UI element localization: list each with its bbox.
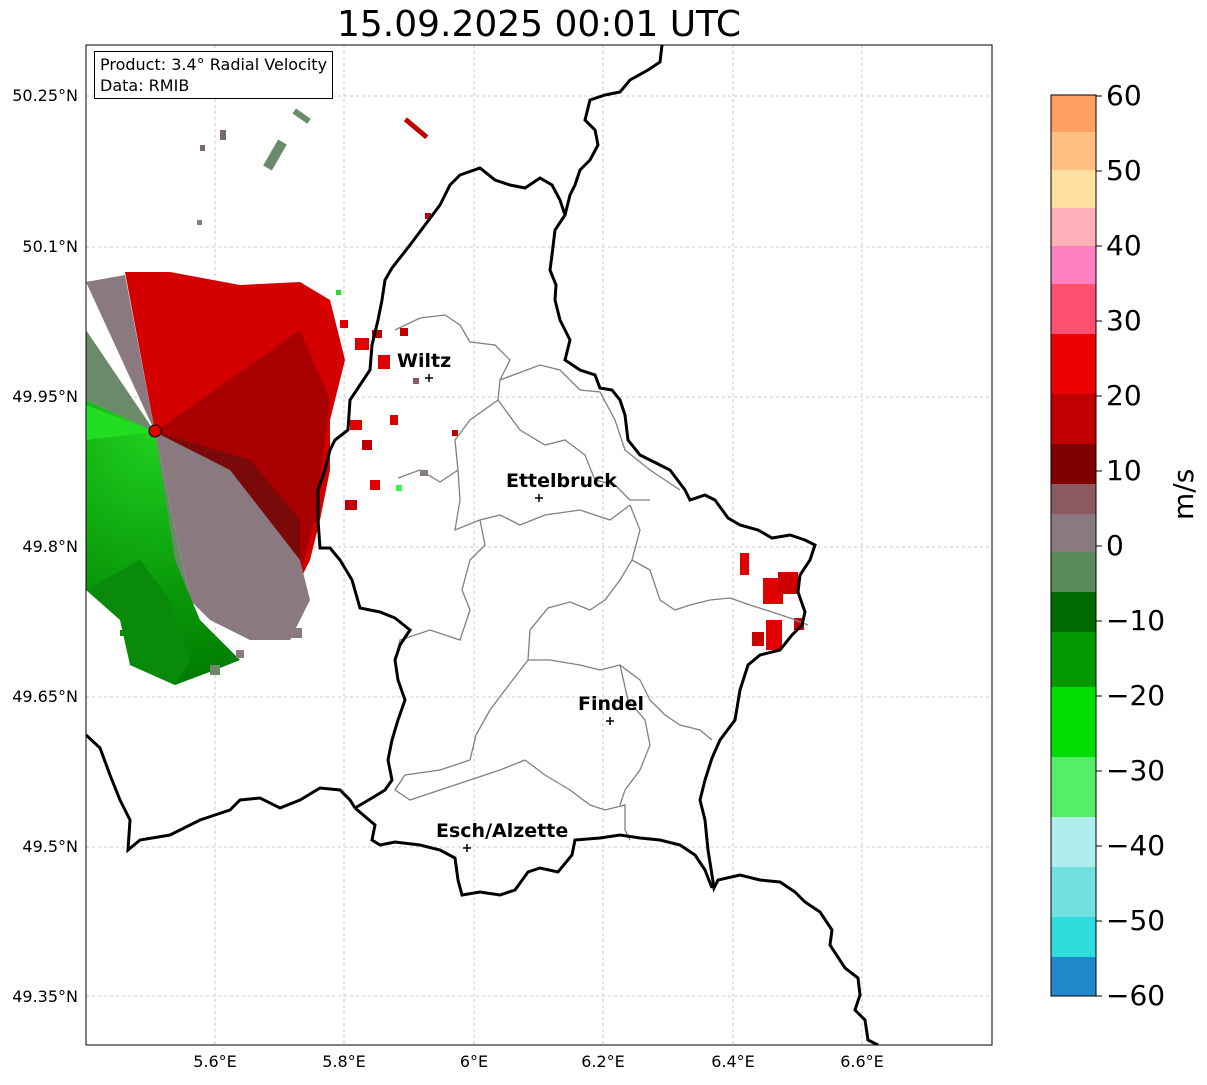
lon-label: 6.4°E [711, 1052, 755, 1071]
lon-label: 6.2°E [581, 1052, 625, 1071]
lat-label: 49.8°N [22, 537, 78, 556]
city-markers [425, 374, 614, 852]
city-label-findel: Findel [578, 693, 645, 715]
lon-label: 6°E [459, 1052, 489, 1071]
colorbar-tick: 10 [1106, 454, 1142, 487]
colorbar-tick: −20 [1106, 679, 1166, 712]
colorbar-tick: −50 [1106, 904, 1166, 937]
colorbar-tick: −30 [1106, 754, 1166, 787]
echo-speckles [120, 108, 458, 675]
colorbar-tick: 0 [1106, 529, 1124, 562]
product-info-box: Product: 3.4° Radial Velocity Data: RMIB [94, 51, 334, 99]
colorbar-tick: −40 [1106, 829, 1166, 862]
lat-label: 49.95°N [12, 387, 78, 406]
colorbar-tick: −10 [1106, 604, 1166, 637]
eastern-echoes [740, 553, 804, 650]
lon-label: 6.6°E [840, 1052, 884, 1071]
lat-label: 50.25°N [12, 86, 78, 105]
colorbar [1050, 94, 1102, 997]
lat-label: 49.5°N [22, 837, 78, 856]
colorbar-tick: 60 [1106, 79, 1142, 112]
colorbar-tick: 50 [1106, 154, 1142, 187]
cantonal-borders [394, 314, 809, 841]
city-label-wiltz: Wiltz [397, 350, 452, 372]
national-borders [86, 45, 879, 1045]
city-label-esch-alzette: Esch/Alzette [436, 820, 569, 842]
product-label: Product: 3.4° Radial Velocity [100, 55, 328, 74]
near-zero-band [86, 275, 155, 432]
lat-label: 50.1°N [22, 237, 78, 256]
colorbar-unit-label: m/s [1167, 468, 1200, 520]
lon-label: 5.6°E [193, 1052, 237, 1071]
data-source-label: Data: RMIB [100, 76, 190, 95]
lat-label: 49.35°N [12, 987, 78, 1006]
colorbar-tick: 30 [1106, 304, 1142, 337]
colorbar-tick: 40 [1106, 229, 1142, 262]
colorbar-tick: 20 [1106, 379, 1142, 412]
colorbar-tick: −60 [1106, 979, 1166, 1012]
city-label-ettelbruck: Ettelbruck [506, 470, 617, 492]
radar-site-marker [148, 424, 162, 438]
plot-frame [85, 44, 993, 1046]
lon-label: 5.8°E [322, 1052, 366, 1071]
lat-label: 49.65°N [12, 687, 78, 706]
map-title: 15.09.2025 00:01 UTC [336, 4, 742, 45]
velocity-field [86, 108, 804, 685]
